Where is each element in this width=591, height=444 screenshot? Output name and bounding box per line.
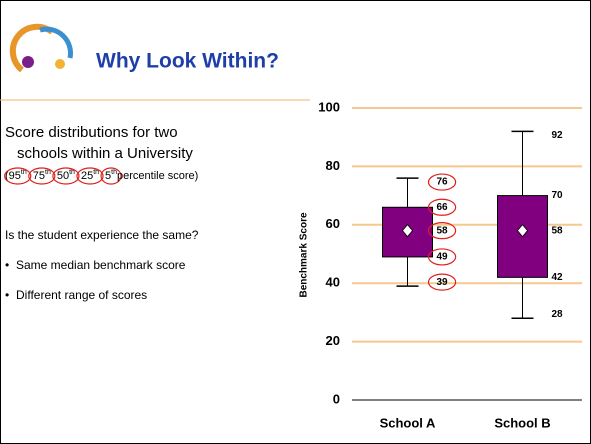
median-marker bbox=[516, 224, 529, 238]
y-tick-label: 100 bbox=[318, 99, 340, 114]
percentile-suffix: th bbox=[69, 169, 75, 176]
y-tick-label: 60 bbox=[326, 216, 340, 231]
percentile-circle bbox=[28, 167, 56, 185]
value-label: 58 bbox=[552, 225, 564, 236]
logo bbox=[9, 23, 73, 73]
value-label: 28 bbox=[552, 309, 564, 320]
value-label: 76 bbox=[437, 177, 449, 188]
bullet: Same median benchmark score bbox=[16, 258, 186, 272]
value-label: 92 bbox=[552, 130, 564, 141]
value-label: 66 bbox=[437, 202, 449, 213]
value-label: 58 bbox=[437, 225, 449, 236]
label-circle bbox=[427, 173, 457, 191]
percentile-circle bbox=[100, 167, 122, 185]
intro-line: schools within a University bbox=[17, 145, 193, 162]
percentile-circle bbox=[4, 167, 32, 185]
percentile-number: 95 bbox=[9, 170, 21, 182]
x-tick-label: School B bbox=[494, 415, 550, 430]
percentile-suffix: th bbox=[111, 169, 117, 176]
percentile-suffix: th bbox=[21, 169, 27, 176]
slide-title: Why Look Within? bbox=[96, 50, 279, 73]
percentile-suffix: th bbox=[45, 169, 51, 176]
x-tick-label: School A bbox=[380, 415, 436, 430]
percentile-number: 75 bbox=[33, 170, 45, 182]
bullet-dot: • bbox=[5, 258, 9, 272]
percentile-circle bbox=[52, 167, 80, 185]
percentile-paren: ( bbox=[5, 170, 9, 182]
y-tick-label: 0 bbox=[333, 391, 340, 406]
intro-line: Score distributions for two bbox=[5, 124, 178, 141]
percentile-number: 25 bbox=[81, 170, 93, 182]
y-tick-label: 40 bbox=[326, 275, 340, 290]
percentile-number: 50 bbox=[57, 170, 69, 182]
label-circle bbox=[427, 273, 457, 291]
median-marker bbox=[401, 224, 414, 238]
value-label: 49 bbox=[437, 252, 449, 263]
question: Is the student experience the same? bbox=[5, 228, 199, 242]
percentile-number: 5 bbox=[105, 170, 111, 182]
value-label: 70 bbox=[552, 190, 564, 201]
y-tick-label: 80 bbox=[326, 158, 340, 173]
label-circle bbox=[427, 222, 457, 240]
box bbox=[497, 195, 548, 278]
y-tick-label: 20 bbox=[326, 333, 340, 348]
bullet-dot: • bbox=[5, 288, 9, 302]
percentile-tail: percentile score) bbox=[117, 170, 198, 182]
label-circle bbox=[427, 198, 457, 216]
value-label: 42 bbox=[552, 272, 564, 283]
percentile-suffix: th bbox=[93, 169, 99, 176]
y-axis-label: Benchmark Score bbox=[299, 212, 310, 297]
bullet: Different range of scores bbox=[16, 288, 147, 302]
label-circle bbox=[427, 248, 457, 266]
percentile-circle bbox=[76, 167, 104, 185]
value-label: 39 bbox=[437, 277, 449, 288]
